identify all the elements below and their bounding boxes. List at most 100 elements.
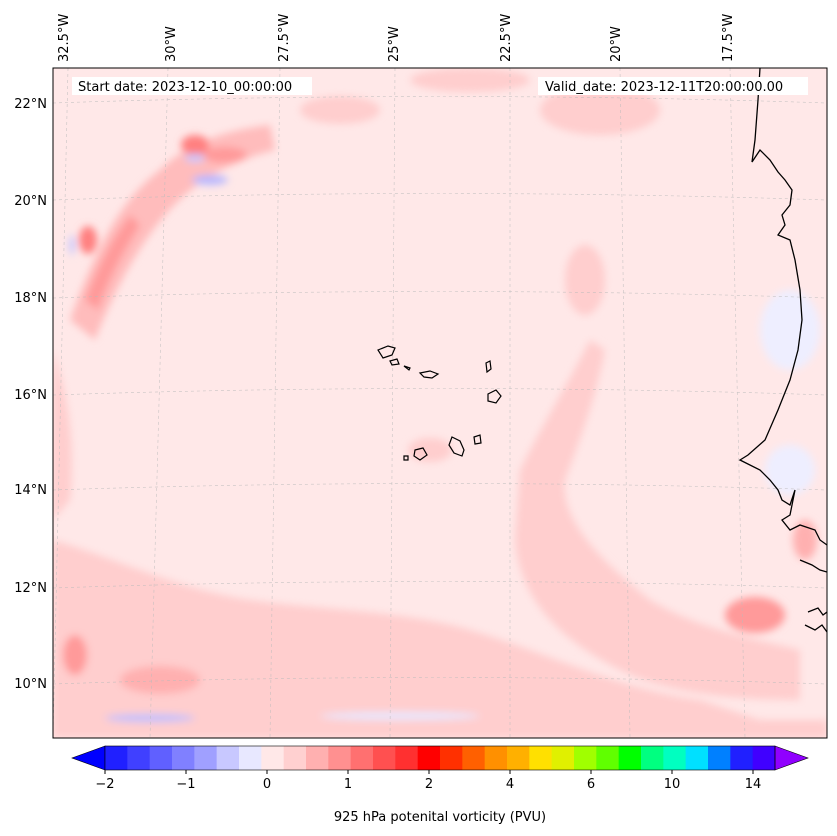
colorbar-segment bbox=[663, 746, 687, 770]
colorbar-segment bbox=[618, 746, 642, 770]
colorbar-segment bbox=[440, 746, 463, 770]
longitude-label: 25°W bbox=[387, 26, 402, 62]
colorbar-segment bbox=[239, 746, 262, 770]
colorbar-tick-label: 14 bbox=[745, 777, 762, 792]
colorbar-over-arrow bbox=[774, 745, 809, 771]
colorbar-segment bbox=[194, 746, 218, 770]
colorbar-tick-label: 4 bbox=[506, 777, 514, 792]
latitude-label: 18°N bbox=[14, 291, 47, 306]
map-panel bbox=[53, 68, 827, 738]
pv-negative-coast bbox=[765, 445, 815, 495]
pv-max-20n bbox=[203, 147, 247, 163]
colorbar-label: 925 hPa potenital vorticity (PVU) bbox=[334, 810, 546, 825]
colorbar-segment bbox=[752, 746, 776, 770]
colorbar-tick-label: 10 bbox=[664, 777, 681, 792]
latitude-label: 10°N bbox=[14, 677, 47, 692]
colorbar-tick-label: 6 bbox=[587, 777, 595, 792]
colorbar-segment bbox=[462, 746, 486, 770]
pv-patch-southwest bbox=[120, 666, 200, 694]
colorbar-segment bbox=[373, 746, 396, 770]
longitude-label: 30°W bbox=[164, 26, 179, 62]
colorbar-tick-label: −1 bbox=[176, 777, 195, 792]
colorbar-frame bbox=[104, 745, 776, 771]
latitude-label: 22°N bbox=[14, 97, 47, 112]
colorbar-segment bbox=[685, 746, 709, 770]
island-fogo bbox=[413, 447, 428, 461]
pv-patch-north bbox=[300, 96, 380, 124]
latitude-labels: 22°N 20°N 18°N 16°N 14°N 12°N 10°N bbox=[14, 97, 47, 692]
start-date-box bbox=[72, 77, 312, 95]
island-sao-vicente bbox=[389, 358, 400, 366]
colorbar-segment bbox=[283, 746, 307, 770]
pv-negative-west bbox=[69, 235, 75, 255]
island-sao-nicolau bbox=[418, 370, 440, 379]
map-frame bbox=[52, 67, 828, 739]
colorbar-segment bbox=[261, 746, 285, 770]
longitude-label: 22.5°W bbox=[499, 14, 514, 62]
pv-max-21n bbox=[181, 135, 209, 155]
pv-patch-north-2 bbox=[410, 68, 530, 92]
colorbar-segment bbox=[641, 746, 664, 770]
colorbar-segment bbox=[149, 746, 173, 770]
colorbar-segment bbox=[551, 746, 575, 770]
pv-negative-south-2 bbox=[320, 712, 480, 720]
start-date-text: Start date: 2023-12-10_00:00:00 bbox=[78, 80, 292, 95]
colorbar-segment bbox=[596, 746, 620, 770]
colorbar-segment bbox=[730, 746, 754, 770]
colorbar-segment bbox=[708, 746, 731, 770]
latitude-label: 16°N bbox=[14, 388, 47, 403]
cape-verde-islands bbox=[377, 345, 502, 461]
colorbar: −2 −1 0 1 2 4 6 10 14 bbox=[71, 745, 809, 792]
colorbar-under-arrow bbox=[71, 745, 106, 771]
colorbar-segment bbox=[306, 746, 329, 770]
colorbar-tick-label: 0 bbox=[263, 777, 271, 792]
colorbar-segment bbox=[216, 746, 240, 770]
colorbar-segment bbox=[395, 746, 419, 770]
pv-negative-east bbox=[760, 290, 820, 370]
pv-band-west bbox=[53, 350, 72, 520]
pv-negative-21n-b bbox=[185, 154, 205, 162]
pv-band-south bbox=[53, 540, 827, 738]
longitude-label: 20°W bbox=[609, 26, 624, 62]
longitude-label: 32.5°W bbox=[57, 14, 72, 62]
pv-negative-21n bbox=[192, 175, 228, 185]
latitude-label: 20°N bbox=[14, 194, 47, 209]
colorbar-segment bbox=[417, 746, 441, 770]
island-santo-antao bbox=[377, 345, 396, 359]
pv-patch-coast bbox=[793, 520, 817, 560]
graticule bbox=[53, 68, 827, 738]
pv-plume-central bbox=[515, 340, 800, 700]
latitude-label: 14°N bbox=[14, 483, 47, 498]
island-santiago bbox=[448, 436, 465, 457]
latitude-label: 12°N bbox=[14, 581, 47, 596]
colorbar-segment bbox=[172, 746, 195, 770]
pv-band-northwest-core bbox=[85, 215, 140, 310]
pv-patch-center bbox=[565, 245, 605, 315]
colorbar-segment bbox=[127, 746, 151, 770]
colorbar-segment bbox=[484, 746, 508, 770]
valid-date-box bbox=[538, 77, 808, 95]
island-santa-luzia bbox=[403, 365, 411, 371]
island-brava bbox=[403, 455, 409, 461]
colorbar-segment bbox=[350, 746, 374, 770]
colorbar-tick-label: 2 bbox=[425, 777, 433, 792]
pv-field bbox=[53, 68, 827, 738]
pv-max-10n-west bbox=[63, 635, 87, 675]
colorbar-segment bbox=[105, 746, 128, 770]
colorbar-segment bbox=[507, 746, 530, 770]
colorbar-tick-label: −2 bbox=[95, 777, 114, 792]
colorbar-segment bbox=[328, 746, 352, 770]
colorbar-segment bbox=[529, 746, 553, 770]
island-maio bbox=[473, 434, 482, 445]
longitude-label: 27.5°W bbox=[277, 14, 292, 62]
colorbar-segment bbox=[574, 746, 597, 770]
africa-coastline bbox=[738, 68, 827, 633]
pv-max-11n-east bbox=[725, 597, 785, 633]
pv-patch-islands bbox=[408, 438, 452, 462]
colorbar-tick-label: 1 bbox=[344, 777, 352, 792]
pv-max-19n bbox=[79, 226, 97, 254]
pv-negative-south bbox=[105, 714, 195, 722]
longitude-label: 17.5°W bbox=[721, 14, 736, 62]
island-sal bbox=[485, 360, 492, 374]
